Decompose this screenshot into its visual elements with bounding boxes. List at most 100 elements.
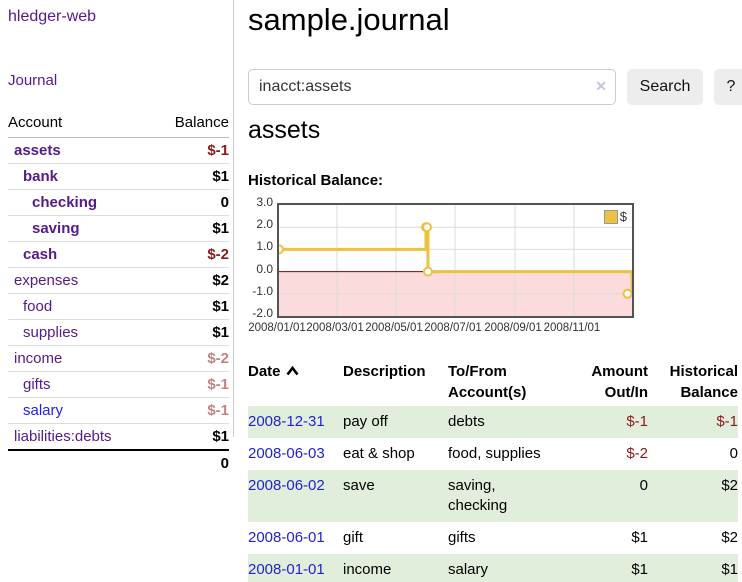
account-balance: 0 — [153, 189, 229, 216]
account-link-saving[interactable]: saving — [32, 220, 80, 237]
search-button[interactable]: Search — [627, 69, 703, 105]
account-row: assets $-1 — [8, 137, 229, 164]
account-link-gifts[interactable]: gifts — [23, 376, 51, 393]
account-link-assets[interactable]: assets — [14, 142, 61, 159]
register-date-cell: 2008-06-02 — [248, 470, 343, 522]
register-row: 2008-06-01 gift gifts $1 $2 — [248, 522, 738, 554]
account-balance: $1 — [153, 423, 229, 451]
account-heading: assets — [248, 116, 321, 144]
account-name-cell: expenses — [8, 267, 154, 294]
transaction-date-link[interactable]: 2008-12-31 — [248, 413, 325, 430]
register-description-cell: pay off — [343, 413, 388, 430]
account-row: food $1 — [8, 293, 229, 320]
account-balance: $-1 — [153, 371, 229, 398]
x-tick-label: 2008/03/01 — [306, 322, 364, 334]
account-link-expenses[interactable]: expenses — [14, 272, 79, 289]
x-tick-label: 2008/07/01 — [424, 322, 482, 334]
brand-link[interactable]: hledger-web — [8, 8, 97, 25]
register-balance-cell: $2 — [721, 529, 738, 546]
accounts-table-body: assets $-1 bank $1 checking 0 saving $1 cash $-2 e… — [8, 137, 229, 451]
x-tick-label: 2008/09/01 — [484, 322, 542, 334]
search-help-button[interactable]: ? — [714, 69, 742, 105]
account-row: liabilities:debts $1 — [8, 423, 229, 451]
x-tick-label: 2008/11/01 — [543, 322, 601, 334]
search-input-wrap: ✕ — [248, 69, 616, 105]
register-table: Date Description To/From Account(s) Amou… — [248, 358, 738, 582]
register-date-cell: 2008-06-03 — [248, 438, 343, 470]
legend-swatch-icon — [603, 209, 618, 224]
register-balance-cell: $-1 — [716, 413, 738, 430]
account-row: checking 0 — [8, 189, 229, 216]
register-amount-cell: $-1 — [626, 413, 648, 430]
register-row: 2008-12-31 pay off debts $-1 $-1 — [248, 406, 738, 438]
register-accounts-cell: salary — [448, 561, 489, 578]
y-tick-label: -1.0 — [252, 283, 273, 298]
account-link-food[interactable]: food — [23, 298, 53, 315]
account-name-cell: saving — [8, 215, 154, 242]
y-tick-label: -2.0 — [252, 306, 273, 320]
y-tick-label: 3.0 — [256, 195, 273, 209]
page-title: sample.journal — [248, 2, 450, 37]
transaction-date-link[interactable]: 2008-06-02 — [248, 477, 325, 494]
register-header-date[interactable]: Date — [248, 358, 343, 406]
transaction-date-link[interactable]: 2008-06-01 — [248, 529, 325, 546]
register-balance-cell: $2 — [721, 477, 738, 494]
account-row: cash $-2 — [8, 241, 229, 268]
sidebar-item-journal[interactable]: Journal — [8, 72, 58, 89]
account-link-liabilities-debts[interactable]: liabilities:debts — [14, 428, 112, 445]
register-balance-cell: 0 — [729, 445, 738, 462]
x-tick-label: 2008/05/01 — [365, 322, 423, 334]
accounts-total-spacer — [8, 449, 154, 476]
y-tick-label: 1.0 — [256, 239, 273, 254]
chart-plot-area: $ — [277, 203, 634, 318]
register-balance-cell: $1 — [721, 561, 738, 578]
search-form: ✕ Search ? — [248, 69, 742, 105]
accounts-header-account: Account — [8, 110, 154, 138]
account-link-salary[interactable]: salary — [23, 402, 64, 419]
search-input[interactable] — [248, 69, 616, 105]
transaction-date-link[interactable]: 2008-01-01 — [248, 561, 325, 578]
account-name-cell: income — [8, 345, 154, 372]
accounts-total-value: 0 — [153, 449, 229, 476]
account-link-checking[interactable]: checking — [32, 194, 98, 211]
register-header-accounts: To/From Account(s) — [448, 363, 527, 401]
register-accounts-cell: gifts — [448, 529, 476, 546]
account-link-supplies[interactable]: supplies — [23, 324, 79, 341]
register-date-cell: 2008-12-31 — [248, 406, 343, 438]
sidebar: hledger-web Journal Account Balance asse… — [8, 8, 229, 476]
account-balance: $1 — [153, 293, 229, 320]
register-row: 2008-01-01 income salary $1 $1 — [248, 554, 738, 582]
register-accounts-cell: debts — [448, 413, 485, 430]
account-row: expenses $2 — [8, 267, 229, 294]
register-amount-cell: $1 — [631, 561, 648, 578]
register-description-cell: save — [343, 477, 375, 494]
account-balance: $-1 — [153, 397, 229, 424]
account-balance: $1 — [153, 215, 229, 242]
historical-balance-chart: 3.0 2.0 1.0 0.0 -1.0 -2.0 $ 2008/01/01 2008/03… — [248, 195, 738, 340]
register-description-cell: gift — [343, 529, 364, 546]
account-row: bank $1 — [8, 163, 229, 190]
register-amount-cell: $1 — [631, 529, 648, 546]
account-name-cell: cash — [8, 241, 154, 268]
account-link-bank[interactable]: bank — [23, 168, 59, 185]
register-header-date-label: Date — [248, 363, 281, 380]
account-name-cell: food — [8, 293, 154, 320]
account-name-cell: liabilities:debts — [8, 423, 154, 451]
sort-asc-icon — [285, 366, 299, 376]
register-description-cell: income — [343, 561, 392, 578]
chart-heading: Historical Balance: — [248, 172, 384, 189]
accounts-total-row: 0 — [8, 449, 229, 476]
clear-search-icon[interactable]: ✕ — [595, 78, 607, 94]
transaction-date-link[interactable]: 2008-06-03 — [248, 445, 325, 462]
account-balance: $-2 — [153, 241, 229, 268]
register-row: 2008-06-03 eat & shop food, supplies $-2 0 — [248, 438, 738, 470]
account-name-cell: checking — [8, 189, 154, 216]
x-tick-label: 2008/01/01 — [248, 322, 306, 334]
account-link-income[interactable]: income — [14, 350, 63, 367]
account-name-cell: gifts — [8, 371, 154, 398]
account-link-cash[interactable]: cash — [23, 246, 58, 263]
register-amount-cell: 0 — [639, 477, 648, 494]
register-row: 2008-06-02 save saving, checking 0 $2 — [248, 470, 738, 522]
account-balance: $-2 — [153, 345, 229, 372]
